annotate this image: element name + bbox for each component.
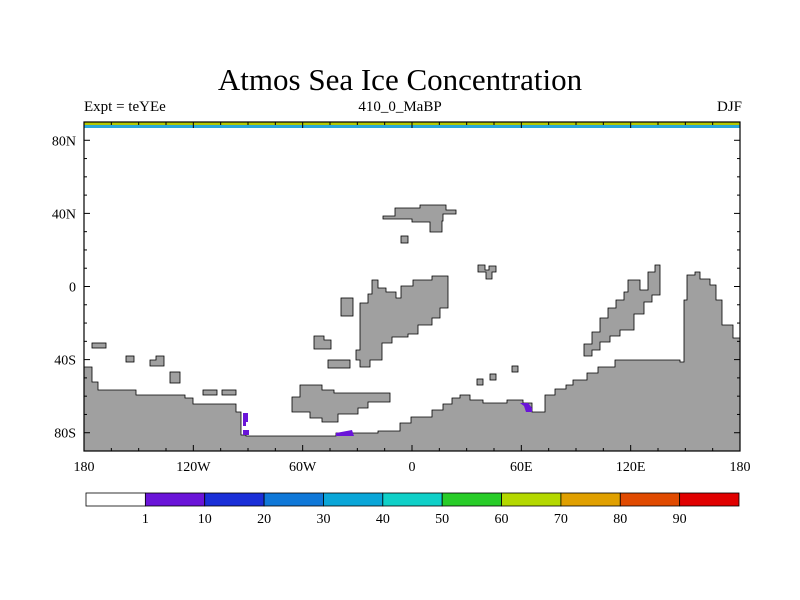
landmass-north-asia [382,204,457,233]
islet-g [125,355,135,363]
lat-label: 80S [54,427,76,442]
period-label: 410_0_MaBP [358,99,442,115]
sea-ice-patch-west-2 [243,430,249,435]
islet-e [327,359,351,369]
colorbar-label: 20 [257,512,271,527]
islet-h [149,355,165,367]
colorbar-swatch [560,492,621,507]
islet-a [400,235,409,244]
colorbar [85,492,740,507]
lat-label: 40S [54,354,76,369]
lat-label: 40N [52,207,76,222]
colorbar-labels: 1 10 20 30 40 50 60 70 80 90 [142,512,687,527]
colorbar-swatch [382,492,443,507]
colorbar-label: 50 [435,512,449,527]
islet-l [476,378,484,386]
islet-m [489,373,497,381]
lon-label: 180 [74,460,95,475]
islet-j [202,389,218,396]
lon-label: 0 [409,460,416,475]
landmass-central [355,275,449,368]
islet-i [169,371,181,384]
lon-label: 120E [616,460,646,475]
colorbar-label: 1 [142,512,149,527]
landmass-south-central [291,384,391,423]
landmass-south [83,271,741,452]
islet-f [91,342,107,349]
islet-k [221,389,237,396]
colorbar-label: 60 [495,512,509,527]
sea-ice-patch-west [243,413,248,426]
colorbar-swatch [144,492,206,507]
sea-ice-patch-east [520,403,532,412]
experiment-label: Expt = teYEe [84,99,166,115]
season-label: DJF [716,99,742,115]
lat-label: 0 [69,281,76,296]
lon-label: 60W [289,460,317,475]
longitude-labels: 180 120W 60W 0 60E 120E 180 [74,460,751,475]
latitude-labels: 80N 40N 0 40S 80S [52,134,76,441]
lon-label: 120W [176,460,211,475]
colorbar-label: 30 [316,512,330,527]
colorbar-label: 40 [376,512,390,527]
landmass-east-chain [583,264,661,357]
colorbar-label: 80 [613,512,627,527]
map-title: Atmos Sea Ice Concentration [217,62,583,97]
islet-d [313,335,332,350]
islet-b [477,264,497,280]
colorbar-label: 90 [673,512,687,527]
colorbar-swatch [204,492,265,507]
sea-ice-patch-central [336,430,354,436]
colorbar-label: 10 [198,512,212,527]
axis-ticks [83,122,741,451]
colorbar-swatch [323,492,384,507]
lon-label: 60E [510,460,533,475]
lon-label: 180 [730,460,751,475]
colorbar-swatch [263,492,324,507]
colorbar-swatch [85,492,146,507]
islet-c [340,297,354,317]
islet-n [511,365,519,373]
colorbar-swatch [619,492,681,507]
lat-label: 80N [52,134,76,149]
colorbar-swatch [679,492,740,507]
colorbar-swatch [501,492,562,507]
colorbar-label: 70 [554,512,568,527]
colorbar-swatch [441,492,502,507]
